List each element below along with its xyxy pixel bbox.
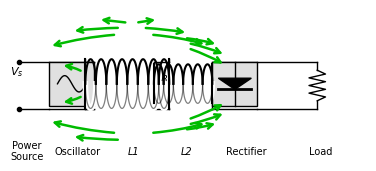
Text: $B$: $B$ bbox=[159, 73, 168, 85]
Polygon shape bbox=[218, 78, 251, 89]
Bar bbox=[212, 62, 257, 106]
Text: Load: Load bbox=[309, 147, 333, 157]
Text: L2: L2 bbox=[180, 147, 192, 157]
Text: Power
Source: Power Source bbox=[10, 141, 44, 162]
Text: L1: L1 bbox=[128, 147, 139, 157]
Text: Rectifier: Rectifier bbox=[226, 147, 266, 157]
Text: $V_s$: $V_s$ bbox=[10, 65, 24, 79]
Text: Oscillator: Oscillator bbox=[55, 147, 100, 157]
Bar bbox=[49, 62, 94, 106]
